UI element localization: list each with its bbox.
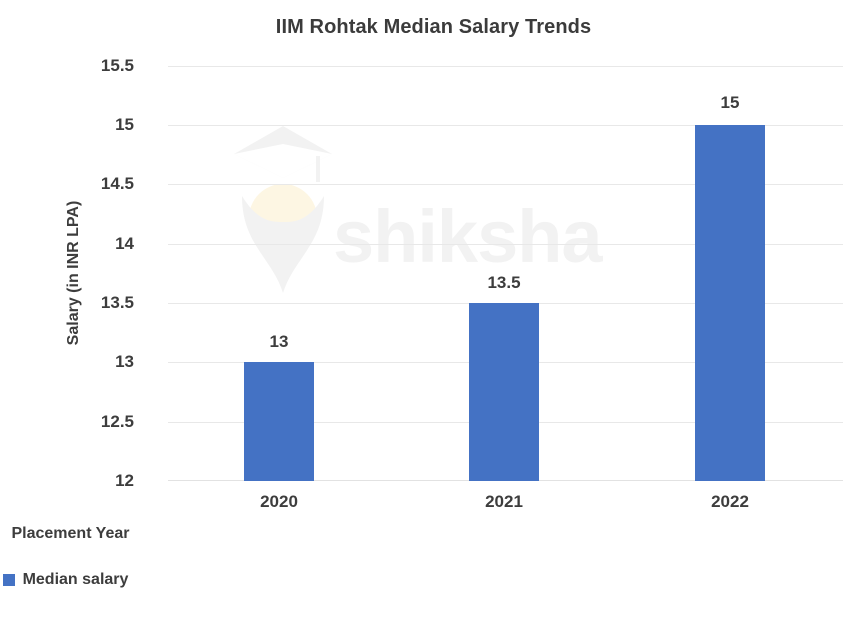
x-tick-label-2020: 2020 <box>260 492 298 511</box>
chart-legend: Median salary <box>0 571 867 589</box>
y-tick-label: 14.5 <box>100 174 134 193</box>
y-tick-label: 12 <box>115 471 134 490</box>
x-tick-label-2021: 2021 <box>485 492 523 511</box>
x-axis-title-text: Placement Year <box>11 525 130 542</box>
gridline <box>168 66 843 67</box>
legend-swatch-median-salary <box>2 574 15 586</box>
bar-value-label: 13.5 <box>487 273 521 292</box>
y-tick-label: 15.5 <box>100 56 134 75</box>
bar-2021[interactable] <box>469 303 539 481</box>
legend-label-median-salary[interactable]: Median salary <box>22 571 129 588</box>
y-axis-title: Salary (in INR LPA) <box>65 200 82 346</box>
y-tick-label: 13 <box>115 352 134 371</box>
gridline <box>168 125 843 126</box>
chart-title: IIM Rohtak Median Salary Trends <box>275 16 592 38</box>
y-tick-label: 13.5 <box>100 293 134 312</box>
y-axis-tick-labels: 15.5 15 14.5 14 13.5 13 12.5 12 <box>0 0 158 619</box>
y-tick-label: 15 <box>115 115 134 134</box>
x-tick-label-2022: 2022 <box>711 492 749 511</box>
bar-value-label: 13 <box>269 332 289 351</box>
x-axis-title: Placement Year <box>0 525 867 543</box>
y-tick-label: 14 <box>115 234 134 253</box>
plot-area <box>168 66 843 481</box>
gridline <box>168 244 843 245</box>
bar-2022[interactable] <box>695 125 765 481</box>
y-tick-label: 12.5 <box>100 412 134 431</box>
bar-2020[interactable] <box>244 362 314 481</box>
bar-value-label: 15 <box>720 93 740 112</box>
gridline <box>168 184 843 185</box>
